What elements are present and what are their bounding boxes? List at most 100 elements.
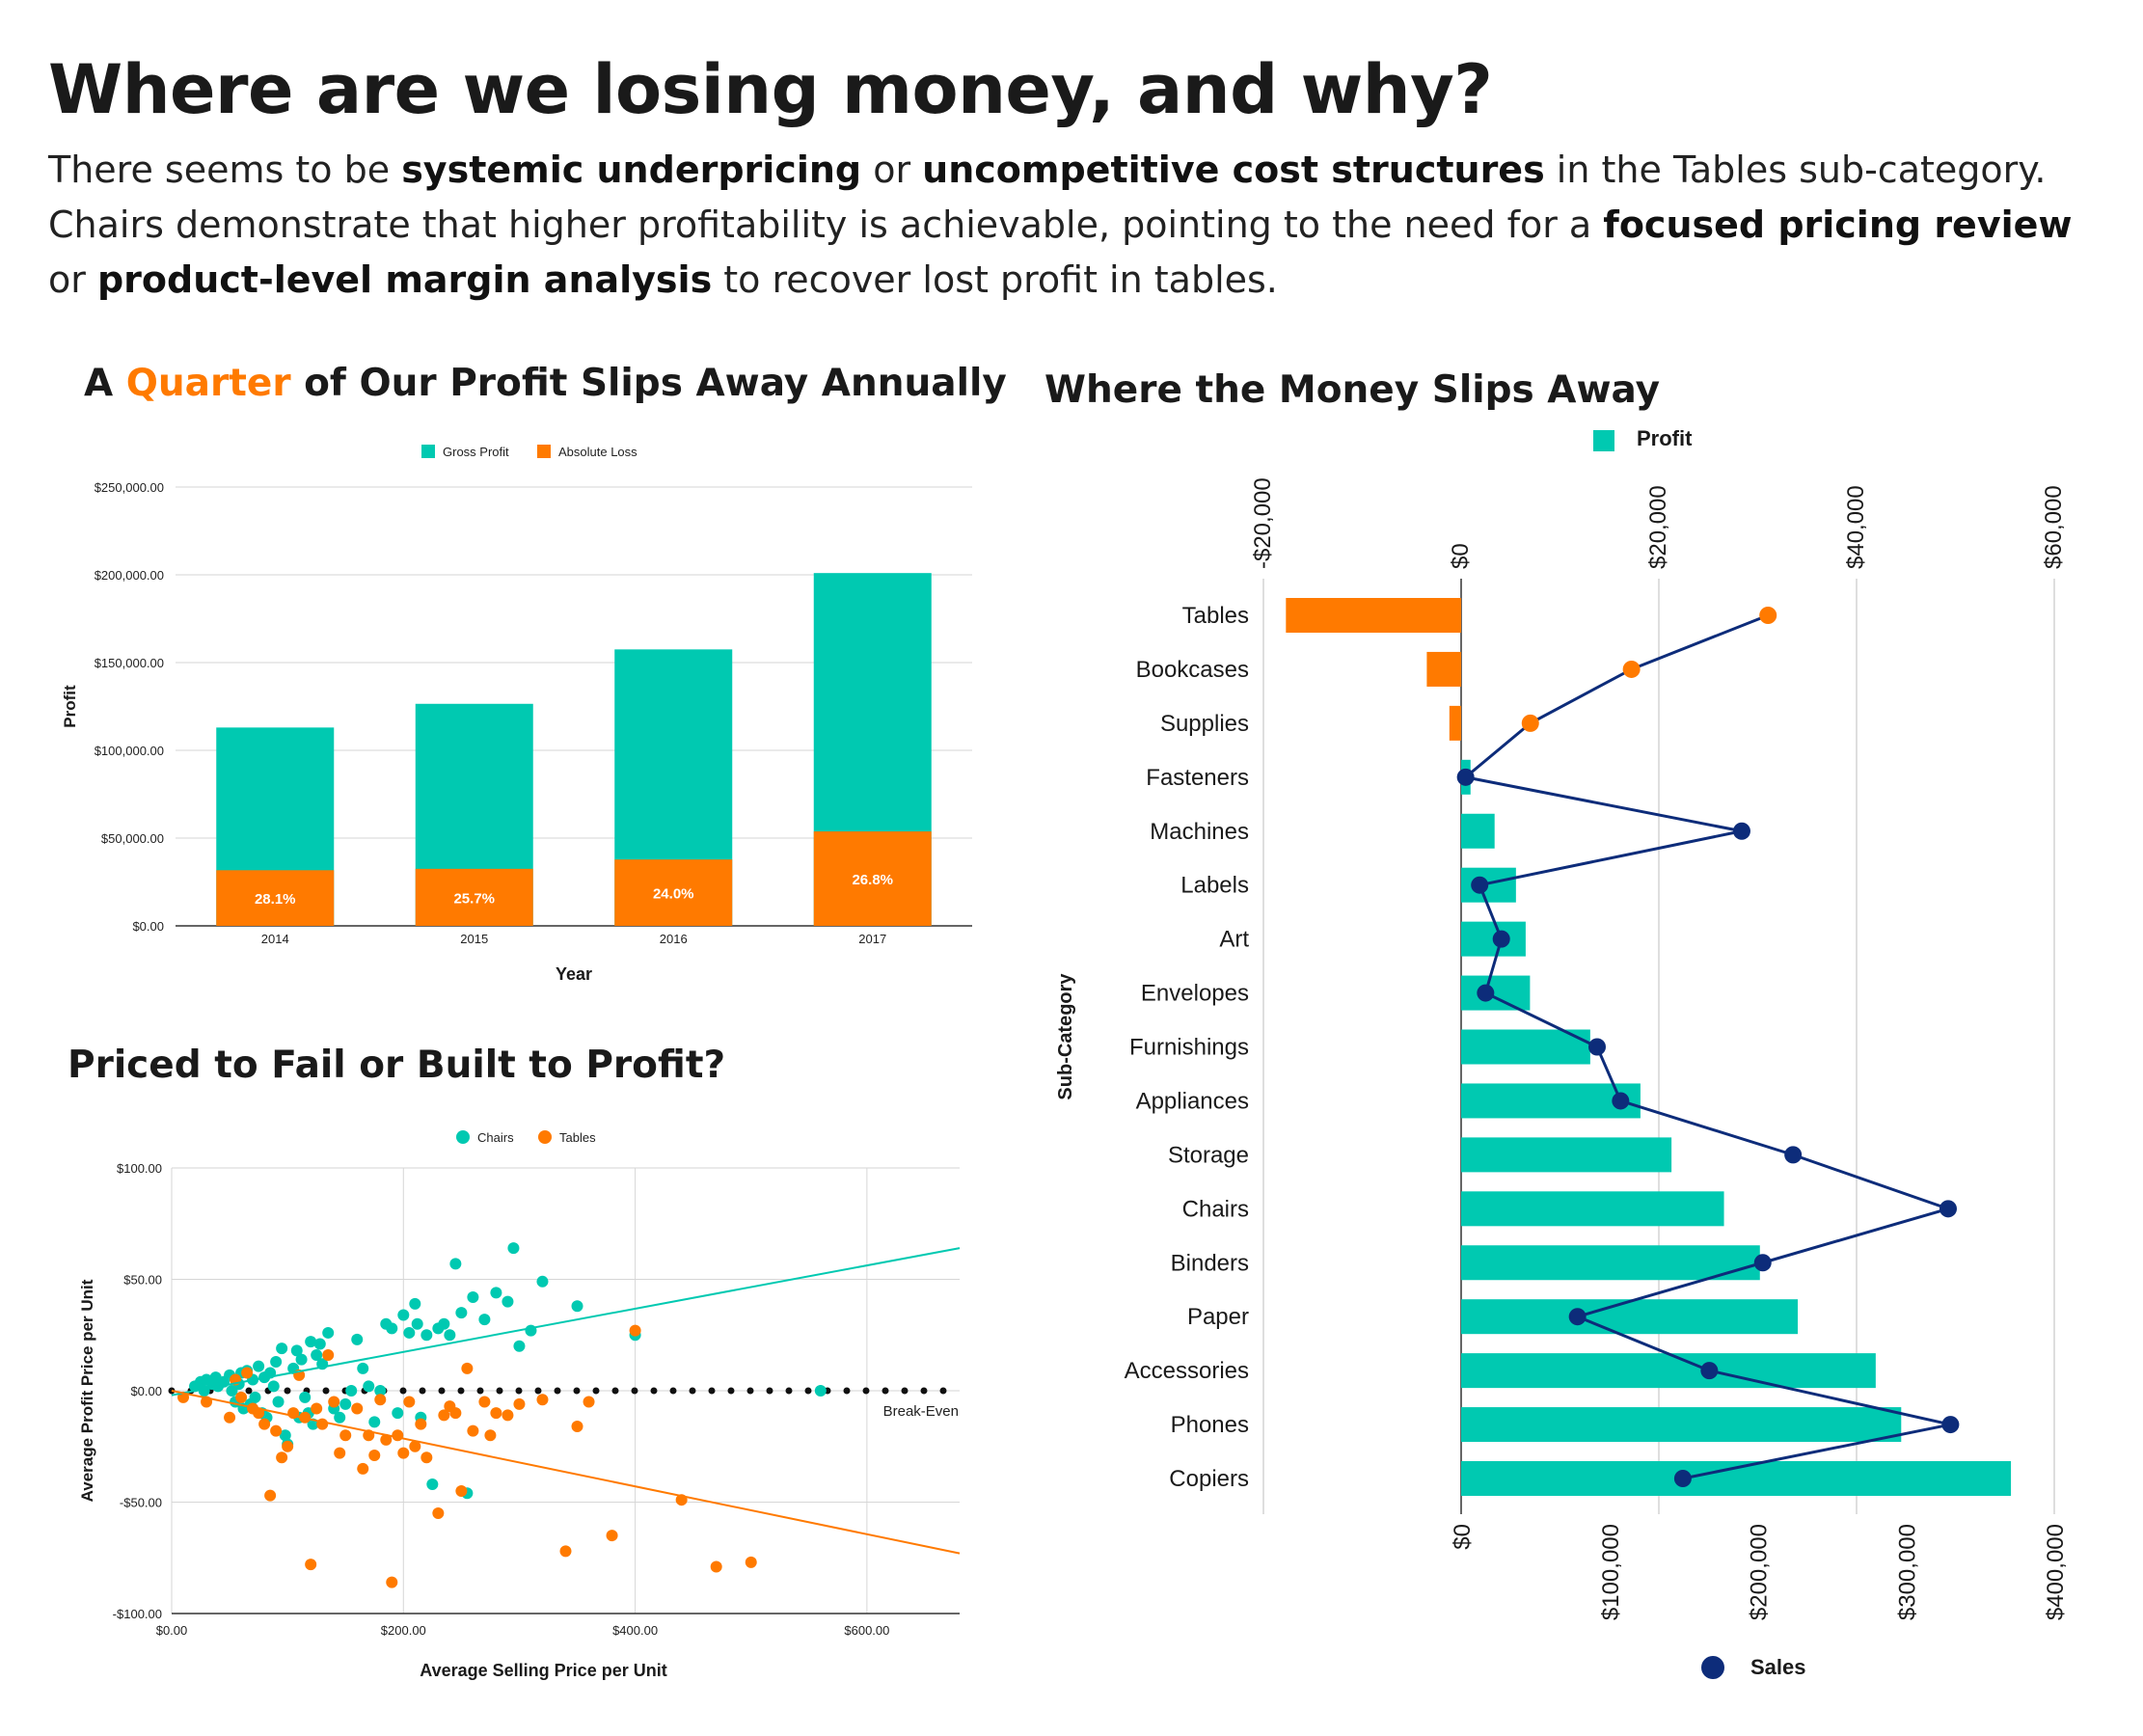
- legend-marker: [538, 1130, 552, 1144]
- sales-point: [1612, 1092, 1630, 1110]
- profit-bar: [1426, 651, 1461, 687]
- category-label: Appliances: [1136, 1088, 1249, 1114]
- category-label: Phones: [1171, 1412, 1249, 1438]
- sales-legend-label: Sales: [1750, 1655, 1806, 1679]
- chairs-point: [426, 1478, 439, 1491]
- chairs-point: [363, 1380, 375, 1393]
- profit-tick-label: $20,000: [1645, 485, 1671, 569]
- chairs-point: [449, 1258, 462, 1270]
- chairs-point: [368, 1416, 381, 1428]
- profit-bar: [1461, 1245, 1760, 1281]
- profit-bar: [1461, 1137, 1672, 1173]
- tables-point: [380, 1433, 393, 1446]
- sales-point: [1759, 607, 1777, 624]
- description-emphasis: systemic underpricing: [401, 149, 862, 191]
- tables-point: [583, 1396, 595, 1408]
- profit-bar: [1461, 1083, 1641, 1119]
- chairs-point: [386, 1322, 398, 1335]
- tables-point: [334, 1447, 346, 1459]
- chairs-point: [253, 1360, 265, 1372]
- tables-point: [432, 1507, 445, 1520]
- y-tick-label: $100.00: [117, 1161, 162, 1176]
- category-label: Labels: [1180, 873, 1249, 899]
- tables-point: [258, 1418, 271, 1430]
- category-label: Accessories: [1125, 1358, 1249, 1384]
- tables-point: [571, 1420, 583, 1432]
- tables-point: [311, 1402, 323, 1415]
- chairs-point: [490, 1287, 502, 1299]
- category-label: Supplies: [1160, 711, 1249, 737]
- tables-point: [397, 1447, 410, 1459]
- sales-point: [1941, 1416, 1960, 1434]
- chairs-point: [339, 1397, 352, 1410]
- profit-bar: [1461, 1029, 1590, 1065]
- break-even-label: Break-Even: [883, 1403, 959, 1420]
- description-emphasis: uncompetitive cost structures: [922, 149, 1545, 191]
- category-label: Art: [1219, 927, 1249, 953]
- y-tick-label: -$100.00: [113, 1607, 162, 1621]
- y-axis-label: Profit: [61, 685, 79, 728]
- sales-point: [1587, 1038, 1606, 1056]
- bar-title-highlight: Quarter: [125, 362, 291, 405]
- chairs-point: [334, 1411, 346, 1424]
- tables-point: [536, 1394, 549, 1406]
- page-title: Where are we losing money, and why?: [48, 50, 1493, 129]
- tables-point: [467, 1424, 479, 1437]
- sales-point: [1477, 984, 1495, 1002]
- chairs-point: [299, 1391, 312, 1403]
- y-tick-label: $50,000.00: [101, 831, 164, 846]
- chairs-point: [276, 1343, 288, 1355]
- chairs-point: [420, 1329, 433, 1342]
- tables-point: [606, 1530, 618, 1542]
- description-text: There seems to be: [48, 149, 402, 191]
- tables-point: [559, 1545, 572, 1558]
- sales-tick-label: $400,000: [2043, 1524, 2069, 1620]
- tables-trendline: [171, 1390, 961, 1555]
- legend-label: Chairs: [477, 1130, 514, 1145]
- category-label: Bookcases: [1136, 657, 1249, 683]
- chairs-point: [311, 1349, 323, 1362]
- sales-point: [1673, 1470, 1692, 1487]
- chairs-point: [455, 1307, 468, 1319]
- category-label: Fasteners: [1146, 765, 1249, 791]
- tables-point: [513, 1397, 526, 1410]
- profit-tick-label: $0: [1448, 543, 1474, 569]
- chairs-point: [305, 1336, 317, 1348]
- y-tick-label: $250,000.00: [95, 480, 164, 495]
- tables-point: [484, 1429, 497, 1442]
- profit-legend-label: Profit: [1637, 426, 1693, 450]
- tables-point: [403, 1396, 416, 1408]
- tables-point: [415, 1418, 427, 1430]
- y-axis-label: Average Profit Price per Unit: [78, 1279, 96, 1502]
- category-label: Paper: [1187, 1304, 1249, 1330]
- tables-point: [710, 1560, 722, 1573]
- profit-bar: [1461, 867, 1516, 903]
- sales-tick-label: $100,000: [1598, 1524, 1624, 1620]
- y-tick-label: $200,000.00: [95, 568, 164, 583]
- x-tick-label: $400.00: [612, 1623, 658, 1638]
- tables-point: [438, 1409, 450, 1422]
- tables-point: [276, 1451, 288, 1464]
- tables-point: [449, 1407, 462, 1420]
- y-axis-label: Sub-Category: [1055, 973, 1076, 1100]
- legend-label: Gross Profit: [443, 445, 509, 459]
- absolute-loss-bar: [813, 831, 932, 926]
- tables-point: [270, 1424, 283, 1437]
- tables-point: [629, 1324, 641, 1337]
- sales-point: [1753, 1254, 1772, 1272]
- category-label: Copiers: [1169, 1466, 1249, 1492]
- chairs-point: [536, 1275, 549, 1288]
- category-label: Tables: [1182, 603, 1249, 629]
- chairs-point: [249, 1391, 261, 1403]
- profit-bar: [1461, 813, 1495, 849]
- chairs-point: [438, 1317, 450, 1330]
- page-description: There seems to be systemic underpricing …: [48, 143, 2093, 308]
- tables-point: [328, 1396, 340, 1408]
- x-tick-label: $600.00: [844, 1623, 889, 1638]
- sales-tick-label: $0: [1450, 1524, 1476, 1550]
- chairs-point: [374, 1385, 387, 1397]
- x-tick-label: 2015: [460, 932, 488, 946]
- x-axis-label: Year: [556, 964, 592, 984]
- legend-marker: [456, 1130, 470, 1144]
